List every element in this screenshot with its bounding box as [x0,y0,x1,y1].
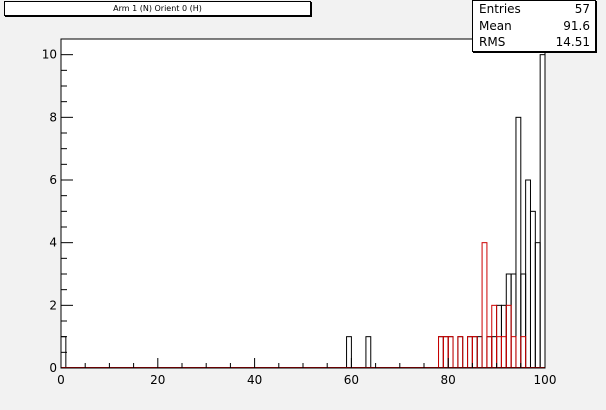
stats-label: Mean [479,18,512,33]
y-tick-label: 4 [49,236,57,250]
stats-box: Entries 57 Mean 91.6 RMS 14.51 [472,0,596,52]
histogram-title: Arm 1 (N) Orient 0 (H) [4,1,311,16]
x-tick-label: 20 [150,373,165,387]
x-tick-label: 100 [534,373,557,387]
y-tick-label: 2 [49,298,57,312]
stats-row-entries: Entries 57 [473,1,595,18]
y-tick-label: 8 [49,110,57,124]
y-tick-label: 6 [49,173,57,187]
stats-label: RMS [479,35,506,49]
x-tick-label: 0 [57,373,65,387]
x-tick-label: 80 [441,373,456,387]
stats-value: 57 [574,2,590,16]
y-tick-label: 10 [42,48,57,62]
y-tick-label: 0 [49,361,57,375]
x-tick-label: 40 [247,373,262,387]
stats-value: 91.6 [563,18,590,33]
axis-layer: 0 20 40 60 80 100 0 2 4 6 8 10 [42,48,557,387]
stats-row-mean: Mean 91.6 [473,18,595,35]
plot-area [61,39,545,368]
x-tick-label: 60 [344,373,359,387]
stats-row-rms: RMS 14.51 [473,34,595,51]
stats-label: Entries [479,2,521,16]
stats-value: 14.51 [555,35,590,49]
